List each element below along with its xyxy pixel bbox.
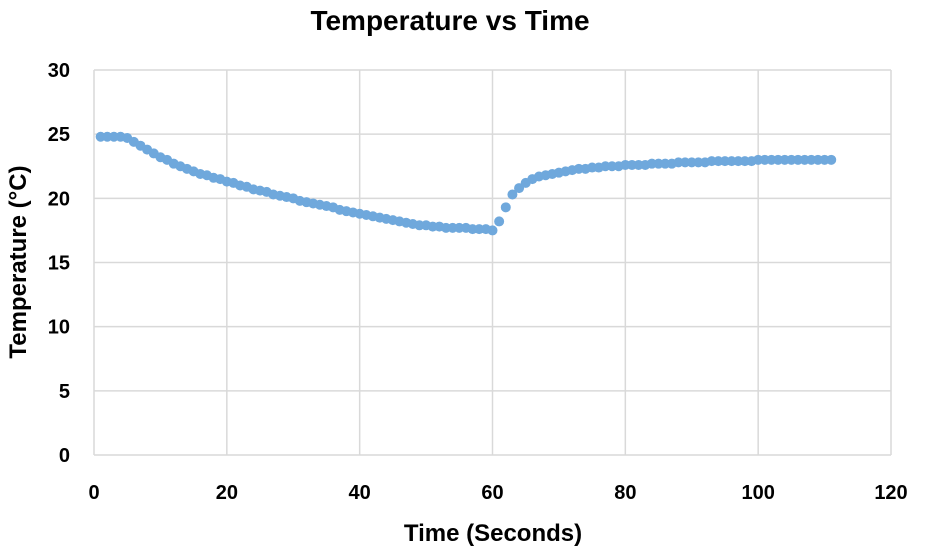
data-point <box>826 154 837 165</box>
y-axis-ticks: 0 5 10 15 20 25 30 <box>48 60 70 467</box>
data-point <box>494 216 505 227</box>
data-point <box>500 202 511 213</box>
x-tick-label: 60 <box>481 482 503 504</box>
data-points <box>95 131 837 236</box>
y-tick-label: 25 <box>48 124 70 146</box>
x-axis-ticks: 0 20 40 60 80 100 120 <box>88 482 907 504</box>
data-point <box>487 225 498 236</box>
chart-title: Temperature vs Time <box>310 5 589 36</box>
grid-lines <box>93 69 892 456</box>
x-tick-label: 40 <box>349 482 371 504</box>
y-axis-label: Temperature (°C) <box>5 165 32 358</box>
x-tick-label: 0 <box>88 482 99 504</box>
data-point <box>507 189 518 200</box>
y-tick-label: 10 <box>48 317 70 339</box>
x-tick-label: 80 <box>614 482 636 504</box>
y-tick-label: 15 <box>48 253 70 275</box>
y-tick-label: 20 <box>48 188 70 210</box>
x-tick-label: 20 <box>216 482 238 504</box>
x-tick-label: 100 <box>741 482 774 504</box>
y-tick-label: 30 <box>48 60 70 82</box>
y-tick-label: 5 <box>59 381 70 403</box>
x-axis-label: Time (Seconds) <box>404 520 582 547</box>
x-tick-label: 120 <box>874 482 907 504</box>
y-tick-label: 0 <box>59 445 70 467</box>
